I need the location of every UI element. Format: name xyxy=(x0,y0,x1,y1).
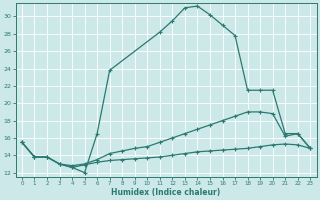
X-axis label: Humidex (Indice chaleur): Humidex (Indice chaleur) xyxy=(111,188,221,197)
